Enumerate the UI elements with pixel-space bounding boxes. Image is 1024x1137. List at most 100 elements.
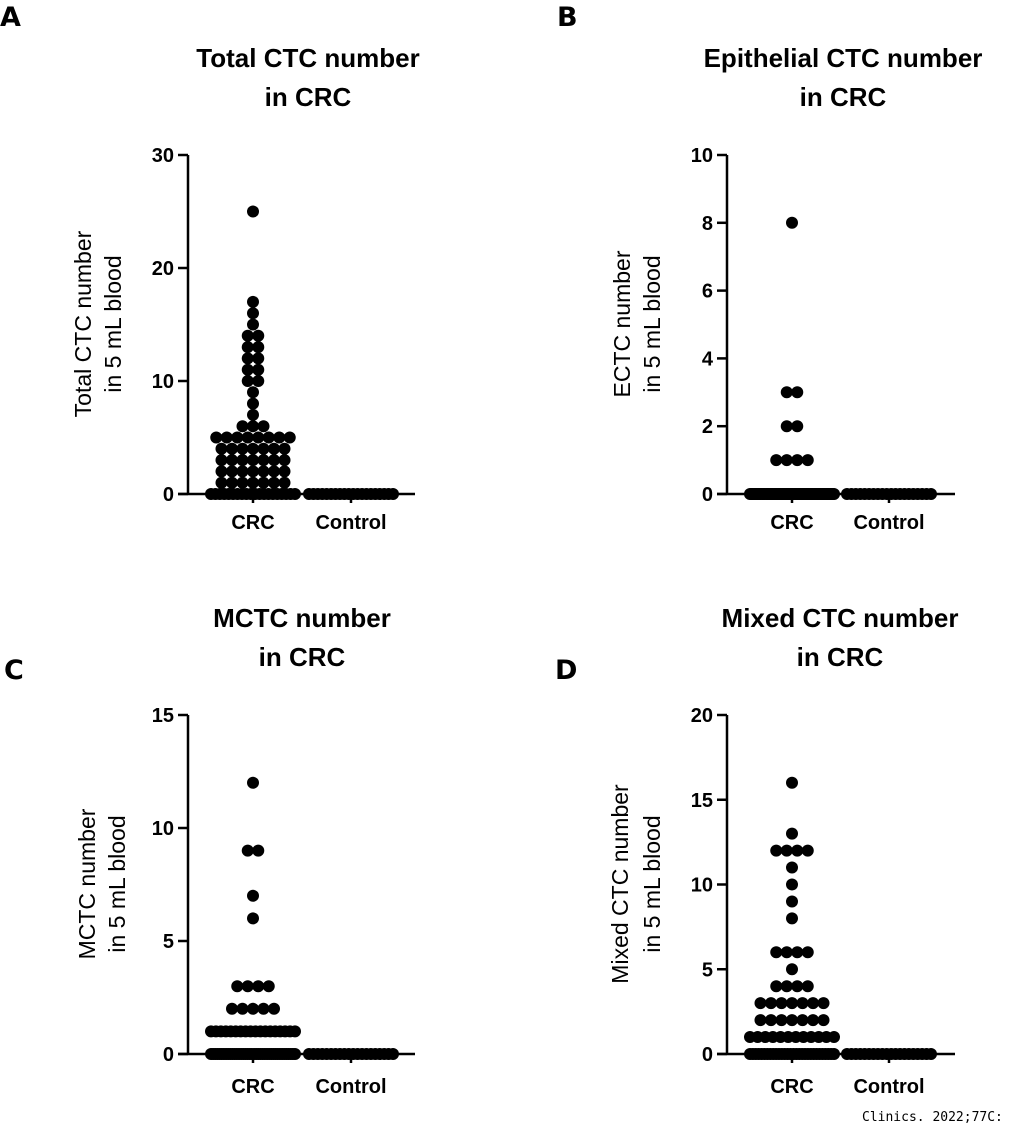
data-point-crc (807, 1014, 819, 1027)
chart-title-line-2: in CRC (797, 642, 884, 672)
data-point-crc (252, 352, 265, 365)
data-point-crc (770, 454, 783, 467)
data-point-crc (226, 454, 238, 467)
y-axis-label-line-2: in 5 mL blood (104, 815, 130, 952)
y-tick-label: 0 (163, 1044, 174, 1066)
data-point-crc (828, 488, 840, 500)
y-tick-label: 8 (702, 213, 713, 235)
axes (178, 715, 415, 1063)
data-point-crc (236, 420, 249, 433)
data-point-crc (220, 431, 233, 444)
y-axis-label-line-1: Mixed CTC number (607, 784, 633, 984)
y-axis-label-line-2: in 5 mL blood (100, 255, 126, 392)
axes (178, 155, 415, 503)
data-point-crc (786, 861, 798, 874)
panel-c: C MCTC number in CRC MCTC number in 5 mL… (4, 603, 415, 1098)
data-point-crc (786, 1014, 798, 1027)
data-point-crc (241, 341, 254, 354)
data-point-crc (247, 386, 259, 399)
y-tick-label: 10 (691, 145, 713, 167)
chart-title-line-1: Total CTC number (196, 43, 419, 73)
y-tick-label: 10 (691, 875, 713, 897)
data-point-crc (241, 375, 254, 387)
data-point-crc (268, 476, 280, 489)
y-tick-label: 5 (702, 959, 713, 981)
data-point-crc (257, 420, 270, 433)
y-axis-label-line-1: MCTC number (74, 808, 100, 959)
data-point-crc (278, 465, 291, 478)
data-point-crc (775, 997, 788, 1010)
data-point-crc (247, 420, 259, 433)
data-point-crc (283, 431, 296, 444)
data-point-crc (817, 1014, 830, 1027)
x-tick-label-crc: CRC (231, 1076, 274, 1098)
data-point-crc (278, 454, 291, 467)
data-point-crc (257, 1002, 270, 1015)
x-tick-label-crc: CRC (770, 1076, 813, 1098)
data-point-crc (791, 980, 804, 993)
panel-a: A Total CTC number in CRC Total CTC numb… (0, 2, 420, 534)
data-point-crc (257, 476, 270, 489)
data-point-crc (786, 895, 798, 908)
data-point-crc (828, 1048, 840, 1060)
data-point-crc (786, 912, 798, 925)
data-point-crc (268, 1002, 280, 1015)
data-point-crc (786, 878, 798, 891)
y-axis-label-line-2: in 5 mL blood (639, 815, 665, 952)
data-point-crc (247, 1002, 259, 1015)
data-point-crc (786, 827, 798, 840)
data-point-crc (252, 844, 265, 857)
data-point-crc (247, 318, 259, 331)
data-points (744, 216, 937, 500)
data-point-crc (247, 454, 259, 467)
y-tick-label: 2 (702, 416, 713, 438)
data-point-crc (215, 476, 228, 489)
data-point-crc (801, 454, 814, 467)
data-point-crc (754, 1014, 767, 1027)
data-point-crc (268, 454, 280, 467)
y-tick-label: 5 (163, 931, 174, 953)
data-point-crc (252, 329, 265, 342)
y-tick-label: 15 (691, 790, 713, 812)
data-point-control (925, 1048, 937, 1060)
data-point-crc (257, 454, 270, 467)
data-point-crc (770, 980, 783, 993)
data-point-crc (289, 488, 301, 500)
y-tick-label: 4 (702, 348, 714, 370)
axes (717, 155, 955, 503)
chart-title-line-1: Mixed CTC number (722, 603, 959, 633)
data-point-crc (252, 431, 265, 444)
y-tick-label: 0 (163, 484, 174, 506)
data-point-crc (252, 375, 265, 387)
x-tick-label-crc: CRC (231, 512, 274, 534)
data-point-crc (247, 776, 259, 789)
data-point-crc (289, 1025, 301, 1038)
data-point-crc (247, 205, 259, 218)
data-point-crc (236, 1002, 249, 1015)
data-point-crc (247, 889, 259, 902)
y-axis-label-line-1: ECTC number (609, 250, 635, 397)
y-axis-label-line-2: in 5 mL blood (639, 255, 665, 392)
panel-b: B Epithelial CTC number in CRC ECTC numb… (557, 2, 982, 534)
data-point-crc (801, 980, 814, 993)
data-point-crc (247, 912, 259, 925)
data-point-crc (241, 431, 254, 444)
panel-letter-c: C (4, 655, 24, 686)
data-point-crc (765, 997, 777, 1010)
data-point-crc (780, 420, 793, 433)
data-points (744, 776, 937, 1060)
data-point-crc (754, 997, 767, 1010)
data-point-crc (770, 946, 783, 959)
data-point-crc (231, 431, 244, 444)
data-point-crc (252, 980, 265, 993)
data-point-crc (231, 980, 244, 993)
data-point-crc (828, 1031, 840, 1044)
data-point-crc (268, 442, 280, 455)
data-point-crc (780, 454, 793, 467)
data-point-crc (801, 844, 814, 857)
data-point-crc (791, 420, 804, 433)
data-point-crc (257, 442, 270, 455)
data-point-crc (775, 1014, 788, 1027)
data-point-crc (226, 1002, 238, 1015)
axes (717, 715, 955, 1063)
